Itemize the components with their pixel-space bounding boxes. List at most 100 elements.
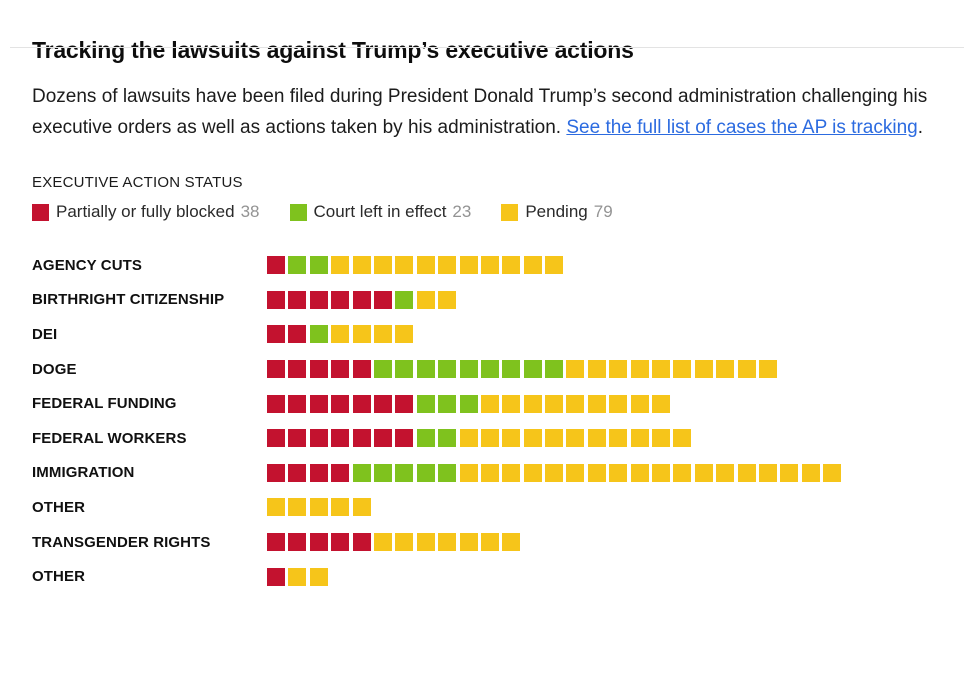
unit-square-pending bbox=[758, 360, 777, 379]
chart-row: DEI bbox=[32, 317, 942, 352]
unit-square-blocked bbox=[267, 429, 285, 448]
unit-square-pending bbox=[459, 533, 478, 552]
unit-square-pending bbox=[267, 498, 285, 517]
unit-square-blocked bbox=[373, 394, 392, 413]
chart-row: IMMIGRATION bbox=[32, 456, 942, 491]
unit-square-pending bbox=[545, 463, 564, 482]
unit-square-blocked bbox=[309, 429, 328, 448]
unit-square-pending bbox=[331, 256, 350, 275]
full-list-link[interactable]: See the full list of cases the AP is tra… bbox=[566, 117, 918, 138]
unit-square-blocked bbox=[288, 429, 307, 448]
unit-square-blocked bbox=[288, 394, 307, 413]
unit-square-pending bbox=[801, 463, 820, 482]
unit-square-pending bbox=[416, 256, 435, 275]
unit-square-pending bbox=[673, 360, 692, 379]
unit-square-pending bbox=[352, 325, 371, 344]
unit-square-pending bbox=[630, 360, 649, 379]
squares-track bbox=[267, 256, 564, 275]
squares-track bbox=[267, 325, 414, 344]
unit-square-court-left-in-effect bbox=[438, 463, 457, 482]
unit-square-pending bbox=[823, 463, 842, 482]
unit-square-court-left-in-effect bbox=[480, 360, 499, 379]
unit-square-pending bbox=[523, 463, 542, 482]
unit-square-blocked bbox=[267, 533, 285, 552]
unit-square-blocked bbox=[288, 463, 307, 482]
chart-row: OTHER bbox=[32, 490, 942, 525]
squares-track bbox=[267, 429, 692, 448]
unit-square-blocked bbox=[352, 394, 371, 413]
unit-square-blocked bbox=[331, 394, 350, 413]
squares-track bbox=[267, 290, 457, 309]
category-label: BIRTHRIGHT CITIZENSHIP bbox=[32, 291, 225, 309]
unit-square-pending bbox=[737, 360, 756, 379]
description-text-before-link: Dozens of lawsuits have been filed durin… bbox=[32, 86, 928, 138]
legend-count-court-left-in-effect: 23 bbox=[452, 202, 472, 221]
unit-square-pending bbox=[309, 498, 328, 517]
unit-square-pending bbox=[373, 325, 392, 344]
unit-square-blocked bbox=[288, 290, 307, 309]
chart-row: OTHER bbox=[32, 559, 942, 594]
legend-swatch-blocked bbox=[32, 203, 49, 221]
legend-swatch-pending bbox=[501, 203, 519, 221]
unit-square-court-left-in-effect bbox=[288, 256, 307, 275]
category-label: OTHER bbox=[32, 498, 85, 516]
unit-square-blocked bbox=[352, 429, 371, 448]
unit-square-pending bbox=[502, 394, 521, 413]
unit-square-blocked bbox=[309, 533, 328, 552]
unit-square-pending bbox=[652, 429, 671, 448]
unit-square-pending bbox=[459, 256, 478, 275]
category-label: DOGE bbox=[32, 360, 77, 378]
unit-square-pending bbox=[523, 394, 542, 413]
unit-square-blocked bbox=[267, 394, 285, 413]
unit-square-pending bbox=[545, 394, 564, 413]
unit-square-pending bbox=[673, 429, 692, 448]
unit-square-pending bbox=[416, 533, 435, 552]
unit-square-blocked bbox=[331, 463, 350, 482]
unit-square-pending bbox=[587, 429, 606, 448]
unit-square-pending bbox=[545, 429, 564, 448]
category-label: OTHER bbox=[32, 568, 85, 586]
unit-square-pending bbox=[587, 360, 606, 379]
unit-square-court-left-in-effect bbox=[416, 429, 435, 448]
chart-row: AGENCY CUTS bbox=[32, 248, 942, 283]
category-label: AGENCY CUTS bbox=[32, 256, 143, 274]
legend-item-blocked: Partially or fully blocked 38 bbox=[32, 202, 260, 222]
legend: Partially or fully blocked 38 Court left… bbox=[32, 202, 942, 222]
unit-square-blocked bbox=[288, 533, 307, 552]
unit-square-blocked bbox=[352, 533, 371, 552]
unit-square-blocked bbox=[373, 290, 392, 309]
lawsuit-tracker-card: Tracking the lawsuits against Trump’s ex… bbox=[0, 37, 974, 594]
unit-square-pending bbox=[609, 360, 628, 379]
unit-square-pending bbox=[395, 256, 414, 275]
chart-row: FEDERAL FUNDING bbox=[32, 386, 942, 421]
squares-track bbox=[267, 567, 328, 586]
unit-square-pending bbox=[652, 360, 671, 379]
unit-square-pending bbox=[480, 256, 499, 275]
unit-square-pending bbox=[373, 533, 392, 552]
unit-square-pending bbox=[438, 533, 457, 552]
unit-square-blocked bbox=[352, 360, 371, 379]
unit-square-pending bbox=[630, 463, 649, 482]
unit-square-blocked bbox=[395, 394, 414, 413]
legend-count-pending: 79 bbox=[593, 202, 613, 221]
unit-square-pending bbox=[502, 463, 521, 482]
unit-square-pending bbox=[758, 463, 777, 482]
unit-square-court-left-in-effect bbox=[395, 290, 414, 309]
unit-square-blocked bbox=[309, 394, 328, 413]
unit-square-pending bbox=[716, 463, 735, 482]
unit-square-pending bbox=[459, 463, 478, 482]
unit-square-court-left-in-effect bbox=[395, 360, 414, 379]
legend-item-pending: Pending 79 bbox=[501, 202, 613, 222]
unit-square-blocked bbox=[331, 360, 350, 379]
unit-square-court-left-in-effect bbox=[459, 394, 478, 413]
legend-count-blocked: 38 bbox=[240, 202, 260, 221]
unit-square-pending bbox=[566, 394, 585, 413]
unit-square-court-left-in-effect bbox=[373, 463, 392, 482]
unit-square-pending bbox=[395, 325, 414, 344]
description-text-after-link: . bbox=[917, 117, 923, 138]
unit-square-court-left-in-effect bbox=[309, 256, 328, 275]
unit-square-blocked bbox=[309, 360, 328, 379]
unit-square-pending bbox=[480, 394, 499, 413]
unit-square-pending bbox=[438, 290, 457, 309]
unit-square-blocked bbox=[331, 429, 350, 448]
